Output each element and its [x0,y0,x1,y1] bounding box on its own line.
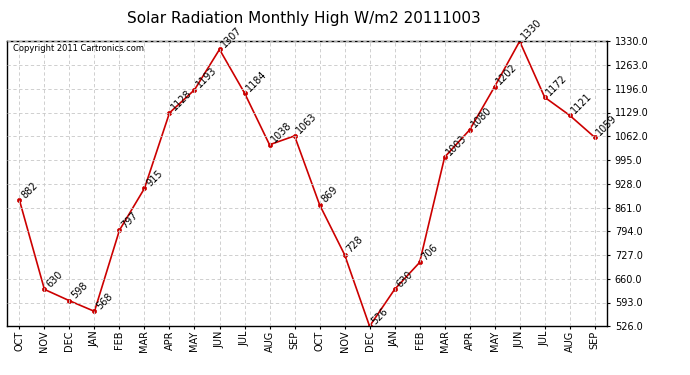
Text: 1038: 1038 [270,120,294,145]
Text: 882: 882 [19,180,39,200]
Text: 1193: 1193 [195,65,219,90]
Text: 797: 797 [119,210,139,230]
Text: 1172: 1172 [544,73,569,97]
Text: Copyright 2011 Cartronics.com: Copyright 2011 Cartronics.com [13,44,144,53]
Text: Solar Radiation Monthly High W/m2 20111003: Solar Radiation Monthly High W/m2 201110… [127,11,480,26]
Text: 915: 915 [144,168,165,188]
Text: 598: 598 [70,280,90,301]
Text: 1121: 1121 [570,91,594,116]
Text: 869: 869 [319,184,339,205]
Text: 568: 568 [95,291,115,311]
Text: 1307: 1307 [219,25,244,50]
Text: 728: 728 [344,234,365,255]
Text: 1330: 1330 [520,17,544,41]
Text: 1080: 1080 [470,105,494,130]
Text: 1128: 1128 [170,88,194,113]
Text: 630: 630 [44,269,64,290]
Text: 1059: 1059 [595,113,619,137]
Text: 630: 630 [395,269,415,290]
Text: 1184: 1184 [244,69,269,93]
Text: 1202: 1202 [495,62,519,87]
Text: 1063: 1063 [295,111,319,136]
Text: 526: 526 [370,306,390,326]
Text: 1003: 1003 [444,133,469,157]
Text: 706: 706 [420,242,440,262]
